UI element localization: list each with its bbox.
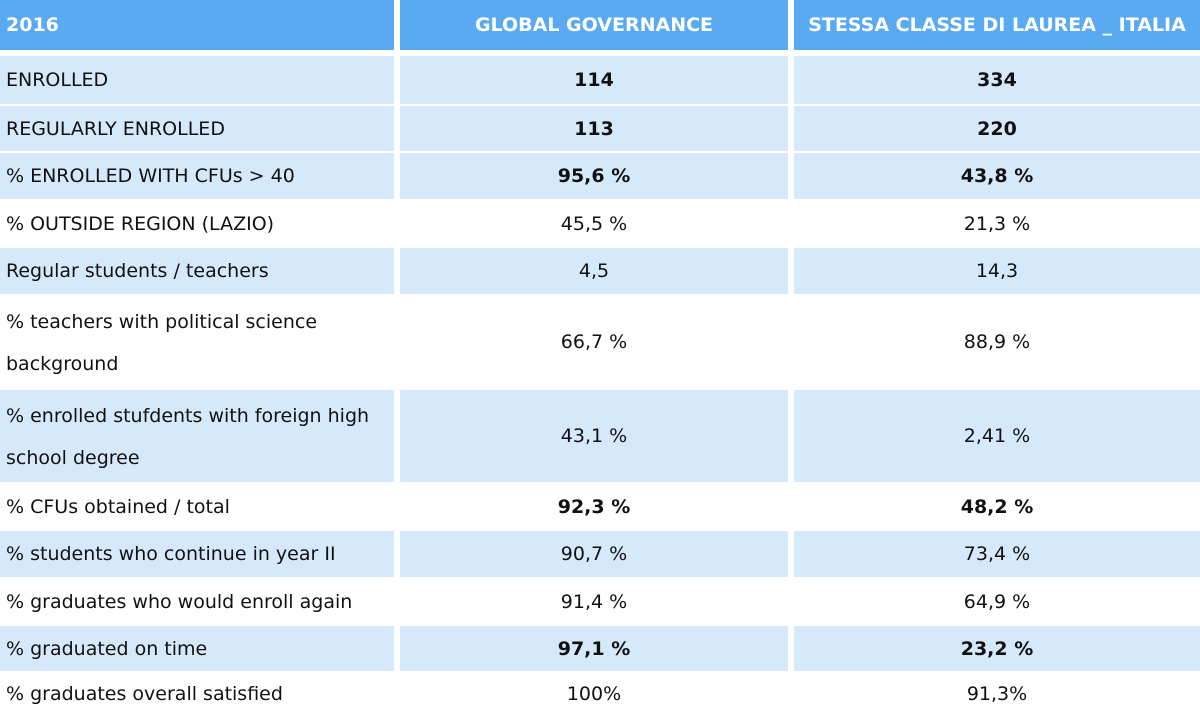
- row-label: Regular students / teachers: [0, 248, 400, 296]
- row-value-italia: 43,8 %: [794, 153, 1200, 201]
- row-value-italia: 14,3: [794, 248, 1200, 296]
- row-value-global: 97,1 %: [400, 626, 794, 673]
- header-year: 2016: [0, 0, 400, 56]
- row-value-italia: 91,3%: [794, 673, 1200, 717]
- row-value-global: 92,3 %: [400, 484, 794, 531]
- row-label: % graduates overall satisfied: [0, 673, 400, 717]
- header-stessa-classe-italia: STESSA CLASSE DI LAUREA _ ITALIA: [794, 0, 1200, 56]
- row-label: % ENROLLED WITH CFUs > 40: [0, 153, 400, 201]
- row-label-text: % teachers with political science backgr…: [6, 311, 318, 375]
- row-label-text: % enrolled stufdents with foreign high s…: [6, 405, 370, 469]
- row-value-global: 90,7 %: [400, 531, 794, 579]
- row-label: % CFUs obtained / total: [0, 484, 400, 531]
- row-value-italia: 2,41 %: [794, 390, 1200, 484]
- row-value-global: 95,6 %: [400, 153, 794, 201]
- row-value-global: 100%: [400, 673, 794, 717]
- row-value-global: 4,5: [400, 248, 794, 296]
- row-value-global: 114: [400, 56, 794, 106]
- row-value-italia: 334: [794, 56, 1200, 106]
- row-value-italia: 64,9 %: [794, 579, 1200, 626]
- row-value-italia: 48,2 %: [794, 484, 1200, 531]
- row-label: % graduated on time: [0, 626, 400, 673]
- row-label: REGULARLY ENROLLED: [0, 106, 400, 153]
- row-label: % graduates who would enroll again: [0, 579, 400, 626]
- row-label: ENROLLED: [0, 56, 400, 106]
- row-value-italia: 23,2 %: [794, 626, 1200, 673]
- row-value-italia: 73,4 %: [794, 531, 1200, 579]
- row-value-global: 113: [400, 106, 794, 153]
- row-value-global: 66,7 %: [400, 296, 794, 390]
- row-label: % enrolled stufdents with foreign high s…: [0, 390, 400, 484]
- row-label: % teachers with political science backgr…: [0, 296, 400, 390]
- header-global-governance: GLOBAL GOVERNANCE: [400, 0, 794, 56]
- row-value-italia: 88,9 %: [794, 296, 1200, 390]
- row-value-italia: 220: [794, 106, 1200, 153]
- row-value-global: 91,4 %: [400, 579, 794, 626]
- row-label: % students who continue in year II: [0, 531, 400, 579]
- row-value-global: 43,1 %: [400, 390, 794, 484]
- row-value-italia: 21,3 %: [794, 201, 1200, 248]
- row-label: % OUTSIDE REGION (LAZIO): [0, 201, 400, 248]
- row-value-global: 45,5 %: [400, 201, 794, 248]
